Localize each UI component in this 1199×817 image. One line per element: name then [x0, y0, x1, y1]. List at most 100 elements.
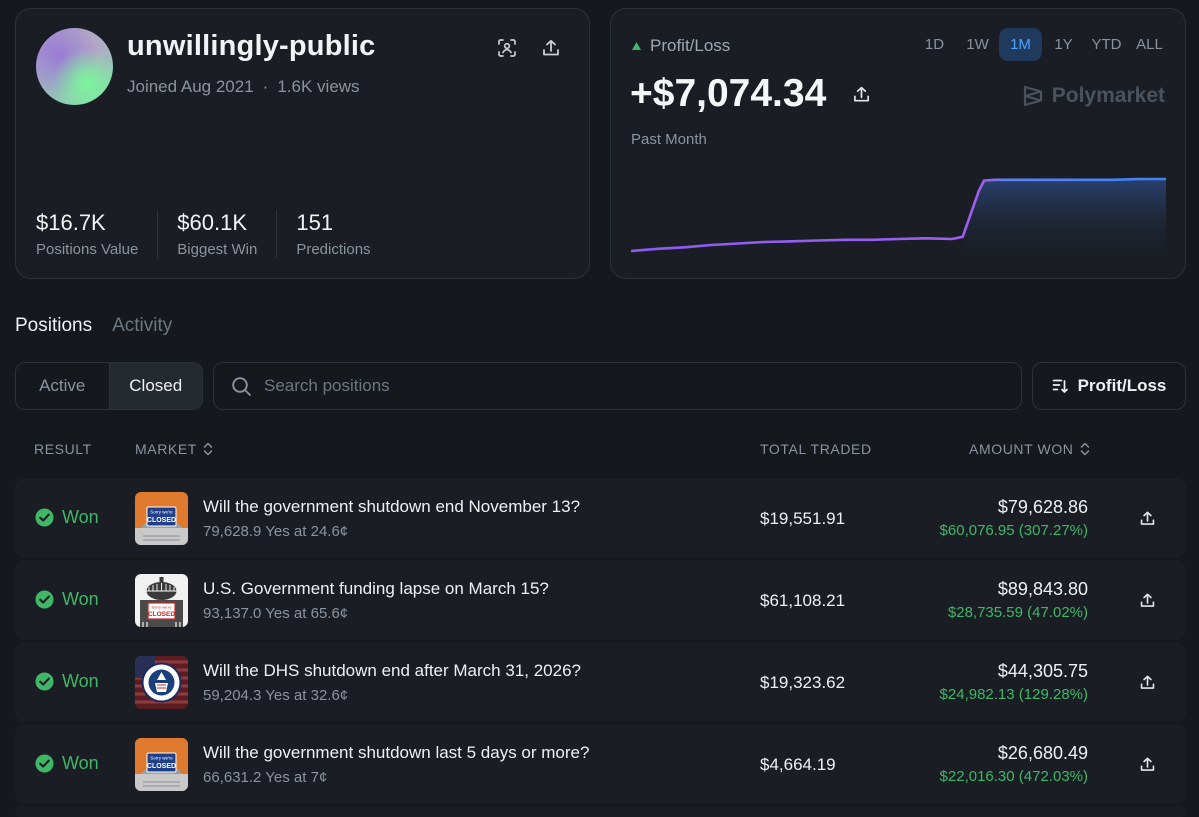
- sort-updown-icon: [203, 442, 213, 456]
- sort-button[interactable]: Profit/Loss: [1032, 362, 1186, 410]
- avatar[interactable]: [36, 28, 113, 105]
- dhs-seal-image: [135, 656, 188, 709]
- market-thumbnail: Sorry we're CLOSED: [135, 492, 188, 545]
- profit-gain: $28,735.59 (47.02%): [947, 604, 1088, 621]
- pnl-area: [962, 179, 1166, 264]
- share-icon: [1140, 511, 1154, 525]
- triangle-up-icon: [632, 42, 641, 50]
- market-thumbnail: Sorry we're CLOSED: [135, 574, 188, 627]
- total-traded: $19,323.62: [760, 673, 846, 692]
- profit-loss-card: Profit/Loss +$7,074.34 Past Month 1D 1W …: [610, 8, 1186, 279]
- thumb-text: CLOSED: [147, 517, 176, 524]
- closed-sign-image: Sorry we're CLOSED: [135, 738, 188, 791]
- sort-updown-icon: [1080, 442, 1089, 456]
- col-amount-won[interactable]: AMOUNT WON: [969, 441, 1090, 457]
- pnl-series-line: [631, 177, 1166, 253]
- brand-name: Polymarket: [1051, 84, 1165, 107]
- table-row[interactable]: Won Will the DHS shutdown end after Marc…: [15, 642, 1186, 722]
- thumb-text: CLOSED: [148, 611, 175, 618]
- pnl-header: Profit/Loss: [631, 36, 730, 56]
- polymarket-icon: [1023, 85, 1042, 107]
- thumb-text: Sorry we're: [151, 605, 172, 610]
- stat-value: $60.1K: [177, 210, 248, 235]
- market-title[interactable]: Will the government shutdown last 5 days…: [203, 743, 590, 762]
- profit-gain: $24,982.13 (129.28%): [939, 686, 1088, 703]
- stat-biggest-win: $60.1K Biggest Win: [177, 210, 278, 258]
- view-count: 1.6K views: [277, 77, 360, 96]
- check-circle-icon: [35, 672, 54, 691]
- range-ytd[interactable]: YTD: [1091, 36, 1122, 53]
- table-row[interactable]: Won Sorry we're CLOSED Will the governme…: [15, 724, 1186, 804]
- table-row[interactable]: Won Sorry we're CLOSED U.S. Government f…: [15, 560, 1186, 640]
- range-1d[interactable]: 1D: [924, 36, 945, 53]
- stat-value: $16.7K: [36, 210, 106, 235]
- share-position-button[interactable]: [1136, 589, 1158, 611]
- sort-icon: [1052, 379, 1068, 393]
- amount-won: $79,628.86: [997, 497, 1088, 517]
- col-total-traded-label: TOTAL TRADED: [760, 441, 872, 457]
- share-pnl-button[interactable]: [847, 80, 875, 108]
- meta-separator: ·: [262, 77, 269, 96]
- profit-gain: $60,076.95 (307.27%): [939, 522, 1088, 539]
- market-thumbnail: [135, 656, 188, 709]
- result-badge: Won: [35, 507, 99, 528]
- position-detail: 79,628.9 Yes at 24.6¢: [203, 523, 349, 540]
- result-label: Won: [62, 671, 99, 691]
- range-all[interactable]: ALL: [1136, 36, 1163, 53]
- share-position-button[interactable]: [1136, 507, 1158, 529]
- result-label: Won: [62, 753, 99, 773]
- amount-won: $89,843.80: [997, 579, 1088, 599]
- check-circle-icon: [35, 590, 54, 609]
- result-badge: Won: [35, 753, 99, 774]
- range-1m[interactable]: 1M: [999, 28, 1042, 61]
- section-tabs: Positions Activity: [15, 315, 172, 337]
- amount-won: $26,680.49: [997, 743, 1088, 763]
- amount-won: $44,305.75: [997, 661, 1088, 681]
- market-title[interactable]: Will the government shutdown end Novembe…: [203, 497, 581, 516]
- share-icon: [1140, 593, 1154, 607]
- scan-profile-button[interactable]: [493, 34, 521, 62]
- sort-label: Profit/Loss: [1077, 376, 1167, 395]
- range-selector: 1D 1W 1M 1Y YTD ALL: [913, 28, 1171, 61]
- share-position-button[interactable]: [1136, 671, 1158, 693]
- scan-icon: [498, 39, 516, 57]
- profit-gain: $22,016.30 (472.03%): [939, 768, 1088, 785]
- profile-stats: $16.7K Positions Value $60.1K Biggest Wi…: [36, 210, 409, 258]
- joined-date: Joined Aug 2021: [127, 77, 254, 96]
- total-traded: $19,551.91: [760, 509, 846, 528]
- range-1w[interactable]: 1W: [966, 36, 989, 53]
- tab-activity[interactable]: Activity: [112, 315, 173, 336]
- tab-positions[interactable]: Positions: [15, 315, 93, 336]
- table-header: RESULT MARKET TOTAL TRADED AMOUNT WON: [0, 441, 1199, 457]
- pnl-value: +$7,074.34: [630, 72, 827, 115]
- col-market[interactable]: MARKET: [135, 441, 213, 457]
- total-traded: $61,108.21: [760, 591, 846, 610]
- total-traded: $4,664.19: [760, 755, 836, 774]
- profile-card: unwillingly-public Joined Aug 2021 · 1.6K …: [15, 8, 590, 279]
- share-profile-button[interactable]: [537, 34, 565, 62]
- thumb-text: CLOSED: [147, 763, 176, 770]
- share-position-button[interactable]: [1136, 753, 1158, 775]
- thumb-text: Sorry we're: [150, 756, 173, 761]
- stat-label: Predictions: [296, 241, 371, 258]
- thumb-text: Sorry we're: [150, 510, 173, 515]
- search-input[interactable]: [264, 376, 964, 396]
- result-badge: Won: [35, 671, 99, 692]
- share-icon: [1140, 757, 1154, 771]
- filter-active-button[interactable]: Active: [39, 376, 86, 395]
- table-row[interactable]: Won Sorry we're CLOSED Will the governme…: [15, 478, 1186, 558]
- col-result: RESULT: [34, 441, 92, 457]
- pnl-chart: [631, 177, 1166, 264]
- capitol-closed-image: Sorry we're CLOSED: [135, 574, 188, 627]
- filter-closed-button[interactable]: Closed: [108, 363, 202, 409]
- range-1y[interactable]: 1Y: [1054, 36, 1073, 53]
- market-title[interactable]: Will the DHS shutdown end after March 31…: [203, 661, 581, 680]
- check-circle-icon: [35, 754, 54, 773]
- table-row[interactable]: [15, 806, 1186, 817]
- market-title[interactable]: U.S. Government funding lapse on March 1…: [203, 579, 549, 598]
- col-total-traded: TOTAL TRADED: [760, 441, 872, 457]
- col-result-label: RESULT: [34, 441, 92, 457]
- status-toggle: Active Closed: [15, 362, 203, 410]
- stat-positions-value: $16.7K Positions Value: [36, 210, 159, 258]
- stat-predictions: 151 Predictions: [296, 210, 389, 258]
